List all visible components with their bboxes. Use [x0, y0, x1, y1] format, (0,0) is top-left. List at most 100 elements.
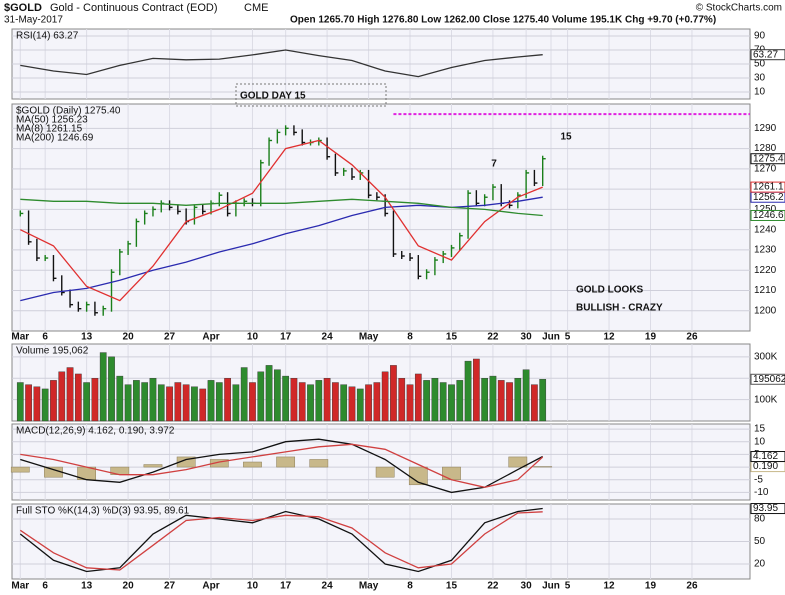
volume-bar — [199, 388, 207, 422]
volume-bar — [50, 380, 57, 422]
volume-bar — [91, 378, 99, 422]
volume-bar — [74, 373, 82, 422]
x-tick-label: 30 — [521, 581, 533, 592]
volume-bar — [373, 382, 381, 422]
panel-legend: RSI(14) 63.27 — [16, 31, 79, 42]
y-tick-label: 1210 — [754, 285, 777, 296]
end-label-box — [750, 153, 785, 165]
annotation: 15 — [560, 132, 572, 143]
volume-bar — [307, 384, 314, 422]
price-bar — [135, 218, 140, 247]
panel-legend: MACD(12,26,9) 4.162, 0.190, 3.972 — [16, 426, 175, 437]
y-tick-label: -10 — [754, 487, 769, 498]
volume-bar — [33, 386, 41, 422]
volume-bar — [41, 388, 49, 422]
x-tick-label: 10 — [247, 332, 259, 343]
volume-bar — [298, 382, 306, 422]
volume-bar — [464, 360, 472, 422]
series-line — [20, 196, 543, 302]
price-bar — [342, 167, 347, 176]
price-bar — [69, 289, 74, 308]
x-tick-label: Jun — [542, 581, 560, 592]
price-bar — [425, 269, 430, 280]
y-tick-label: 10 — [754, 87, 766, 98]
price-bar — [293, 125, 297, 136]
end-label-box — [750, 181, 785, 193]
price-bar — [27, 210, 32, 245]
end-label: 1256.2 — [753, 192, 784, 203]
end-label-box — [750, 373, 785, 385]
y-tick-label: -5 — [754, 474, 763, 485]
volume-bar — [224, 378, 231, 422]
volume-bar — [149, 378, 157, 422]
price-bar — [351, 167, 355, 180]
legend-entry: MA(200) 1246.69 — [16, 133, 94, 144]
legend-entry: MA(50) 1256.23 — [16, 115, 88, 126]
price-bar — [459, 232, 463, 251]
volume-bar — [348, 386, 356, 422]
price-bar — [19, 210, 24, 217]
x-tick-label: 6 — [42, 332, 48, 343]
price-bar — [276, 129, 281, 144]
histogram-bar — [209, 459, 229, 468]
end-label: 0.190 — [753, 461, 778, 472]
x-tick-label: May — [359, 581, 379, 592]
annotation: GOLD DAY 15 — [240, 91, 306, 102]
symbol: $GOLD — [4, 2, 42, 14]
y-tick-label: 20 — [754, 559, 766, 570]
price-bar — [243, 198, 248, 207]
price-bar — [367, 169, 372, 199]
volume-bar — [423, 380, 430, 422]
price-bar — [475, 190, 480, 207]
x-tick-label: 24 — [322, 332, 334, 343]
volume-bar — [456, 380, 464, 422]
end-label-box — [750, 209, 785, 221]
price-bar — [226, 192, 231, 217]
x-tick-label: Apr — [202, 332, 219, 343]
price-bar — [127, 240, 132, 255]
y-tick-label: 1250 — [754, 204, 777, 215]
volume-bar — [332, 382, 339, 422]
volume-bar — [414, 373, 422, 422]
x-tick-label: 30 — [521, 332, 533, 343]
volume-bar — [141, 382, 149, 422]
x-tick-label: 20 — [123, 581, 135, 592]
annotation: GOLD LOOKS — [576, 285, 644, 296]
x-tick-label: Jun — [542, 332, 560, 343]
date: 31-May-2017 — [4, 15, 63, 26]
histogram-bar — [176, 456, 196, 468]
y-tick-label: 1200 — [754, 305, 777, 316]
end-label-box — [750, 503, 785, 515]
volume-bar — [116, 375, 124, 422]
volume-bar — [315, 380, 323, 422]
volume-bar — [240, 367, 248, 422]
volume-bar — [497, 380, 505, 422]
price-bar — [467, 190, 472, 239]
exchange: CME — [244, 2, 268, 14]
price-bar — [409, 253, 414, 262]
volume-bar — [323, 378, 331, 422]
x-tick-label: Apr — [202, 581, 219, 592]
volume-bar — [489, 375, 497, 422]
price-bar — [36, 238, 40, 262]
volume-bar — [16, 382, 24, 422]
volume-bar — [83, 382, 90, 422]
volume-bar — [481, 378, 489, 422]
panel-legend: Volume 195,062 — [16, 346, 89, 357]
annotation: BULLISH - CRAZY — [576, 303, 663, 314]
price-bar — [193, 204, 198, 225]
y-tick-label: 50 — [754, 59, 766, 70]
y-tick-label: 1240 — [754, 224, 777, 235]
volume-bar — [431, 378, 439, 422]
x-tick-label: 22 — [487, 581, 499, 592]
y-tick-label: 1290 — [754, 123, 777, 134]
price-bar — [102, 305, 107, 316]
volume-bar — [133, 380, 140, 422]
end-label: 1261.1 — [753, 182, 784, 193]
price-bar — [52, 255, 57, 282]
y-tick-label: 1280 — [754, 143, 777, 154]
histogram-bar — [442, 466, 461, 480]
volume-bar — [522, 369, 530, 422]
price-bar — [152, 206, 156, 217]
